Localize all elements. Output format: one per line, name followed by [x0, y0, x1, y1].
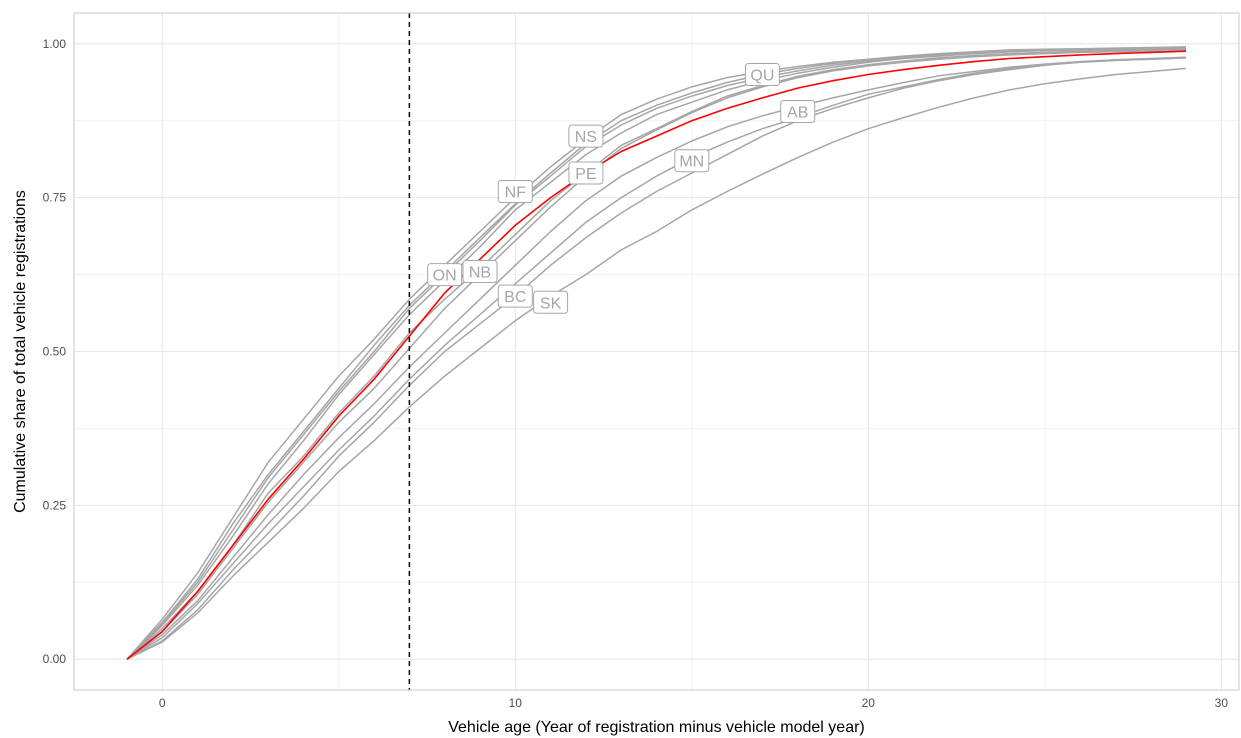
y-tick-label: 1.00: [43, 37, 67, 51]
series-label-text: NB: [469, 264, 491, 281]
series-label-pe: PE: [568, 161, 604, 185]
series-label-box: [462, 259, 498, 283]
x-tick-label: 20: [862, 696, 876, 710]
series-line-qu: [126, 46, 1187, 660]
series-label-mn: MN: [674, 149, 710, 173]
series-line-on: [126, 47, 1187, 660]
series-label-box: [744, 63, 780, 87]
y-axis-ticks: 0.00 0.25 0.50 0.75 1.00: [43, 37, 67, 666]
series-label-text: PE: [575, 166, 596, 183]
y-tick-label: 0.75: [43, 191, 67, 205]
series-label-box: [568, 161, 604, 185]
series-label-box: [497, 179, 533, 203]
x-tick-label: 0: [159, 696, 166, 710]
series-label-box: [497, 284, 533, 308]
series-label-qu: QU: [744, 63, 780, 87]
x-tick-label: 10: [509, 696, 523, 710]
series-line-nb: [126, 49, 1187, 660]
y-tick-label: 0.25: [43, 498, 67, 512]
series-label-bc: BC: [497, 284, 533, 308]
series-label-text: MN: [679, 154, 704, 171]
series-label-ab: AB: [780, 99, 816, 123]
series-label-text: NF: [505, 184, 527, 201]
plot-frame: [73, 12, 1240, 691]
series-label-box: [674, 149, 710, 173]
y-tick-label: 0.00: [43, 652, 67, 666]
series-label-ns: NS: [568, 124, 604, 148]
series-label-box: [427, 263, 463, 287]
series-line-sk: [126, 67, 1187, 660]
series-label-text: QU: [750, 68, 774, 85]
series-label-text: NS: [575, 129, 597, 146]
series-label-box: [780, 99, 816, 123]
series-line-pe: [126, 48, 1187, 660]
series-label-box: [533, 290, 569, 314]
series-label-box: [568, 124, 604, 148]
y-tick-label: 0.50: [43, 345, 67, 359]
y-axis-title: Cumulative share of total vehicle regist…: [12, 190, 29, 513]
x-tick-label: 30: [1215, 696, 1229, 710]
series-label-text: SK: [540, 295, 562, 312]
series-label-sk: SK: [533, 290, 569, 314]
series-line-ns: [126, 46, 1187, 660]
series-line-nf: [126, 47, 1187, 660]
series-label-on: ON: [427, 263, 463, 287]
series-line-highlight: [126, 50, 1187, 660]
series-labels: QU NS NF ON PE NB AB MN BC SK: [427, 63, 816, 314]
series-label-text: AB: [787, 104, 808, 121]
series-line-bc: [126, 57, 1187, 660]
series-label-nb: NB: [462, 259, 498, 283]
series-line-ab: [126, 56, 1187, 660]
series-label-nf: NF: [497, 179, 533, 203]
series-line-mn: [126, 57, 1187, 660]
series-lines: [126, 46, 1187, 660]
series-label-text: BC: [504, 289, 526, 306]
grid-lines: [74, 13, 1239, 690]
x-axis-ticks: 0 10 20 30: [159, 696, 1228, 710]
x-axis-title: Vehicle age (Year of registration minus …: [448, 719, 865, 736]
series-label-text: ON: [433, 268, 457, 285]
